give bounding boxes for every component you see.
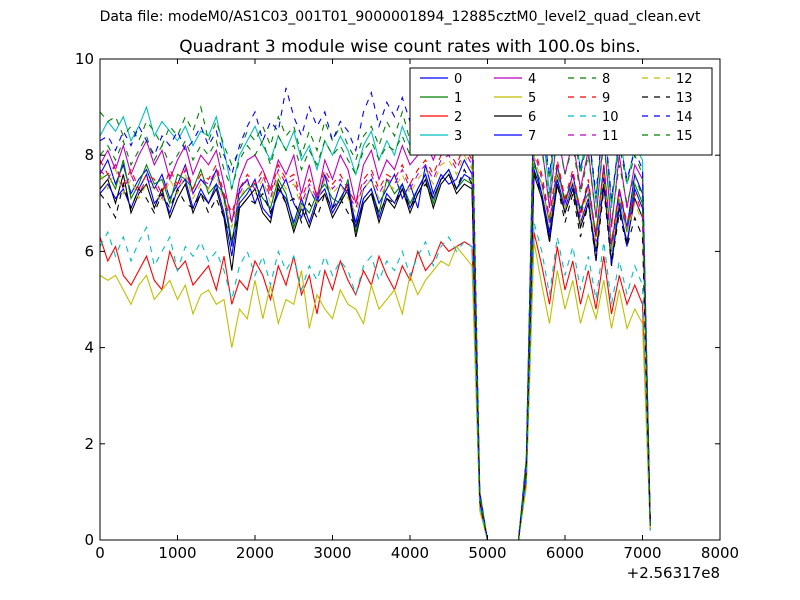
x-tick-label: 5000	[468, 544, 506, 562]
y-tick-label: 2	[84, 435, 94, 453]
x-tick-label: 7000	[623, 544, 661, 562]
legend-label-14: 14	[676, 110, 693, 125]
series-line-0	[99, 158, 651, 541]
x-tick-label: 2000	[236, 544, 274, 562]
series-line-6	[99, 173, 651, 541]
series-line-13	[99, 168, 651, 541]
series-line-7	[99, 168, 651, 541]
x-offset-label: +2.56317e8	[627, 564, 720, 582]
chart-title: Quadrant 3 module wise count rates with …	[179, 37, 641, 57]
legend-label-10: 10	[602, 110, 619, 125]
series-line-5	[99, 241, 651, 541]
legend-label-3: 3	[454, 129, 462, 144]
series-line-8	[99, 91, 651, 541]
x-tick-label: 6000	[546, 544, 584, 562]
x-tick-label: 3000	[313, 544, 351, 562]
legend-label-2: 2	[454, 110, 462, 125]
legend-label-9: 9	[602, 91, 610, 106]
series-line-9	[99, 144, 651, 541]
y-tick-label: 4	[84, 339, 94, 357]
series-line-1	[99, 159, 651, 541]
x-tick-label: 1000	[158, 544, 196, 562]
series-lines	[99, 76, 651, 541]
x-tick-label: 0	[95, 544, 105, 562]
legend-label-15: 15	[676, 129, 693, 144]
y-tick-label: 10	[75, 50, 94, 68]
x-tick-label: 8000	[701, 544, 739, 562]
series-line-10	[99, 222, 651, 541]
legend-label-8: 8	[602, 72, 610, 87]
legend-label-4: 4	[528, 72, 536, 87]
legend-label-11: 11	[602, 129, 619, 144]
legend-label-1: 1	[454, 91, 462, 106]
legend-label-0: 0	[454, 72, 462, 87]
y-tick-label: 0	[84, 531, 94, 549]
legend-label-12: 12	[676, 72, 693, 87]
legend-label-13: 13	[676, 91, 693, 106]
legend-box	[409, 67, 713, 156]
legend-label-6: 6	[528, 110, 536, 125]
figure-suptitle: Data file: modeM0/AS1C03_001T01_90000018…	[99, 9, 701, 25]
series-line-12	[99, 153, 651, 541]
y-tick-label: 6	[84, 242, 94, 260]
series-line-11	[99, 149, 651, 541]
series-line-4	[99, 111, 651, 541]
y-tick-label: 8	[84, 146, 94, 164]
legend-label-7: 7	[528, 129, 536, 144]
x-tick-label: 4000	[391, 544, 429, 562]
series-line-2	[99, 232, 651, 541]
legend-label-5: 5	[528, 91, 536, 106]
